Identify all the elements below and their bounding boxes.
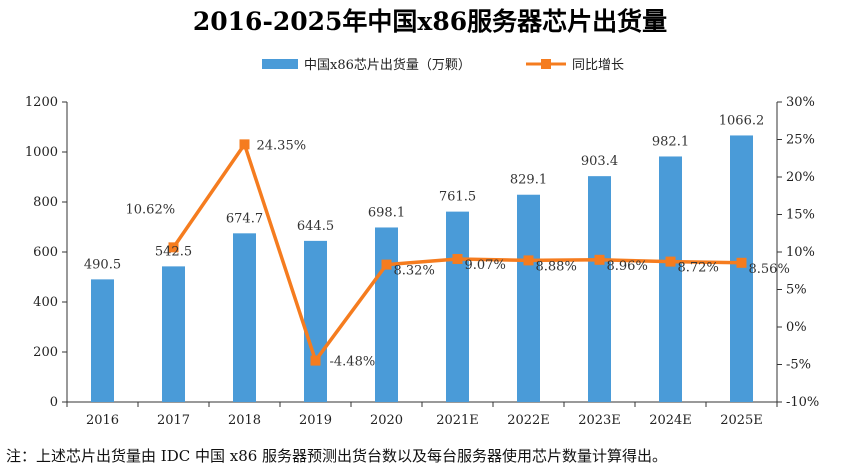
legend-line-label: 同比增长: [572, 58, 624, 73]
growth-marker: [452, 253, 463, 264]
growth-data-label: -4.48%: [330, 355, 376, 370]
x-tick-label: 2024E: [649, 413, 692, 428]
y-right-tick-label: 10%: [786, 245, 815, 260]
x-tick-label: 2019: [299, 413, 332, 428]
y-left-tick-label: 200: [33, 345, 58, 360]
legend-bar-label: 中国x86芯片出货量（万颗）: [304, 57, 471, 73]
bar: [233, 233, 256, 402]
bar-data-label: 982.1: [652, 134, 689, 149]
legend-bar-swatch: [262, 59, 298, 69]
bar: [162, 266, 185, 402]
y-left-tick-label: 1000: [25, 145, 58, 160]
y-right-tick-label: -10%: [786, 395, 819, 410]
x-tick-label: 2022E: [507, 413, 550, 428]
growth-data-label: 9.07%: [465, 258, 506, 273]
x-tick-label: 2021E: [436, 413, 479, 428]
bar: [446, 211, 469, 402]
x-tick-label: 2025E: [720, 413, 763, 428]
bar-data-label: 490.5: [84, 257, 121, 272]
bar: [304, 240, 327, 402]
legend: 中国x86芯片出货量（万颗） 同比增长: [262, 57, 624, 73]
chart-title: 2016-2025年中国x86服务器芯片出货量: [193, 7, 667, 36]
bar-data-label: 698.1: [368, 205, 405, 220]
bar: [517, 194, 540, 402]
y-right-tick-label: 5%: [786, 283, 807, 298]
y-right-tick-label: 0%: [786, 320, 807, 335]
x-tick-label: 2018: [228, 413, 261, 428]
bar-data-label: 829.1: [510, 173, 547, 188]
bar: [730, 135, 753, 402]
growth-data-label: 8.72%: [678, 261, 719, 276]
growth-marker: [168, 242, 179, 253]
bar-data-label: 761.5: [439, 190, 476, 205]
growth-data-label: 8.96%: [607, 259, 648, 274]
bar: [375, 227, 398, 402]
x-tick-label: 2016: [86, 413, 119, 428]
y-left-tick-label: 400: [33, 295, 58, 310]
growth-marker: [594, 254, 605, 265]
y-right-tick-label: 25%: [786, 133, 815, 148]
growth-marker: [381, 259, 392, 270]
x-tick-label: 2023E: [578, 413, 621, 428]
plot-area: 0 200 400 600 800 1000 1200 -10% -5% 0% 5% 10% 15% 20…: [25, 95, 819, 428]
bar: [91, 279, 114, 402]
bar: [588, 176, 611, 402]
bar-data-label: 644.5: [297, 219, 334, 234]
bar-data-label: 1066.2: [719, 113, 765, 128]
growth-marker: [310, 355, 321, 366]
y-right-tick-label: 15%: [786, 208, 815, 223]
footnote: 注：上述芯片出货量由 IDC 中国 x86 服务器预测出货台数以及每台服务器使用…: [6, 447, 668, 465]
growth-data-label: 8.88%: [536, 259, 577, 274]
growth-data-label: 8.56%: [749, 262, 790, 277]
y-left-tick-label: 0: [50, 395, 58, 410]
growth-marker: [665, 256, 676, 267]
growth-data-label: 8.32%: [394, 264, 435, 279]
y-left-tick-label: 1200: [25, 95, 58, 110]
growth-data-label: 24.35%: [257, 138, 307, 153]
x-tick-label: 2020: [370, 413, 403, 428]
growth-marker: [239, 139, 250, 150]
y-left-tick-label: 600: [33, 245, 58, 260]
bar-data-label: 542.5: [155, 244, 192, 259]
y-right-tick-label: 20%: [786, 170, 815, 185]
x-tick-label: 2017: [157, 413, 190, 428]
bar-data-label: 903.4: [581, 154, 618, 169]
growth-marker: [736, 257, 747, 268]
bar-data-label: 674.7: [226, 211, 263, 226]
growth-marker: [523, 255, 534, 266]
bar: [659, 156, 682, 402]
y-left-tick-label: 800: [33, 195, 58, 210]
y-right-tick-label: 30%: [786, 95, 815, 110]
growth-data-label: 10.62%: [126, 202, 176, 217]
legend-line-marker: [541, 59, 551, 69]
y-right-tick-label: -5%: [786, 358, 811, 373]
